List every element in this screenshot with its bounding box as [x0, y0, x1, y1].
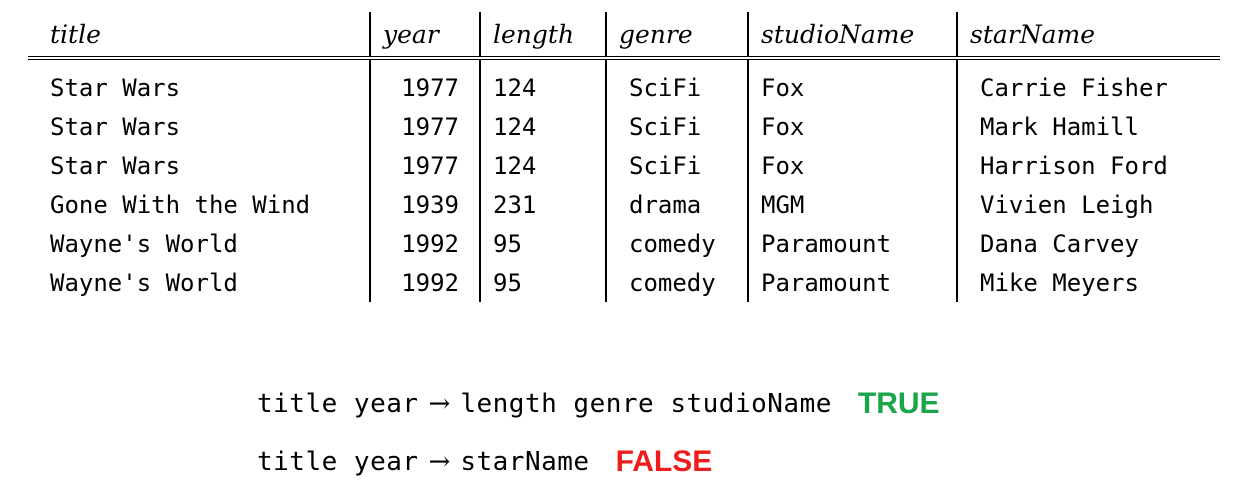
- cell-length: 95: [480, 263, 607, 302]
- cell-studio-name: MGM: [748, 185, 958, 224]
- column-header-year: year: [370, 12, 481, 60]
- verdict-true-label: TRUE: [857, 387, 940, 420]
- cell-year: 1992: [370, 224, 481, 263]
- table-row: Wayne's World 1992 95 comedy Paramount D…: [28, 224, 1220, 263]
- column-header-length: length: [480, 12, 607, 60]
- verdict-false-label: FALSE: [615, 445, 713, 478]
- column-header-star-name: starName: [957, 12, 1220, 60]
- dependency-lhs: title year: [257, 447, 419, 477]
- dependency-line: title year → starName FALSE: [257, 433, 940, 491]
- cell-length: 231: [480, 185, 607, 224]
- table-row: Wayne's World 1992 95 comedy Paramount M…: [28, 263, 1220, 302]
- cell-genre: SciFi: [606, 58, 749, 107]
- cell-length: 124: [480, 146, 607, 185]
- cell-star-name: Harrison Ford: [980, 151, 1168, 180]
- right-arrow-icon: →: [428, 389, 451, 419]
- table-row: Star Wars 1977 124 SciFi Fox Mark Hamill: [28, 107, 1220, 146]
- cell-title: Star Wars: [28, 107, 371, 146]
- movies-table: title year length genre studioName starN…: [28, 12, 1220, 302]
- cell-year: 1992: [370, 263, 481, 302]
- right-arrow-icon: →: [428, 447, 451, 477]
- dependency-rhs: length genre studioName: [460, 389, 832, 419]
- cell-star-name: Mark Hamill: [980, 112, 1139, 141]
- cell-studio-name: Paramount: [748, 224, 958, 263]
- cell-star-name: Dana Carvey: [980, 229, 1139, 258]
- cell-genre: drama: [606, 185, 749, 224]
- cell-year: 1977: [370, 107, 481, 146]
- cell-year: 1939: [370, 185, 481, 224]
- functional-dependencies: title year → length genre studioName TRU…: [257, 375, 940, 491]
- cell-genre: SciFi: [606, 146, 749, 185]
- cell-star-name: Vivien Leigh: [980, 190, 1154, 219]
- cell-studio-name: Fox: [748, 107, 958, 146]
- cell-year: 1977: [370, 58, 481, 107]
- cell-length: 124: [480, 107, 607, 146]
- dependency-lhs: title year: [257, 389, 419, 419]
- cell-length: 95: [480, 224, 607, 263]
- cell-title: Gone With the Wind: [28, 185, 371, 224]
- cell-star-name: Mike Meyers: [980, 268, 1139, 297]
- cell-genre: comedy: [606, 224, 749, 263]
- column-header-genre: genre: [606, 12, 749, 60]
- cell-studio-name: Paramount: [748, 263, 958, 302]
- dependency-line: title year → length genre studioName TRU…: [257, 375, 940, 433]
- cell-title: Star Wars: [28, 146, 371, 185]
- cell-year: 1977: [370, 146, 481, 185]
- cell-studio-name: Fox: [748, 146, 958, 185]
- cell-title: Star Wars: [28, 58, 371, 107]
- table-row: Gone With the Wind 1939 231 drama MGM Vi…: [28, 185, 1220, 224]
- column-header-title: title: [28, 12, 371, 60]
- cell-genre: comedy: [606, 263, 749, 302]
- cell-title: Wayne's World: [28, 263, 371, 302]
- cell-length: 124: [480, 58, 607, 107]
- dependency-rhs: starName: [460, 447, 590, 477]
- table-row: Star Wars 1977 124 SciFi Fox Carrie Fish…: [28, 58, 1220, 107]
- table-row: Star Wars 1977 124 SciFi Fox Harrison Fo…: [28, 146, 1220, 185]
- column-header-studio-name: studioName: [748, 12, 958, 60]
- table-header-row: title year length genre studioName starN…: [28, 12, 1220, 60]
- cell-star-name: Carrie Fisher: [980, 73, 1168, 102]
- cell-studio-name: Fox: [748, 58, 958, 107]
- cell-genre: SciFi: [606, 107, 749, 146]
- cell-title: Wayne's World: [28, 224, 371, 263]
